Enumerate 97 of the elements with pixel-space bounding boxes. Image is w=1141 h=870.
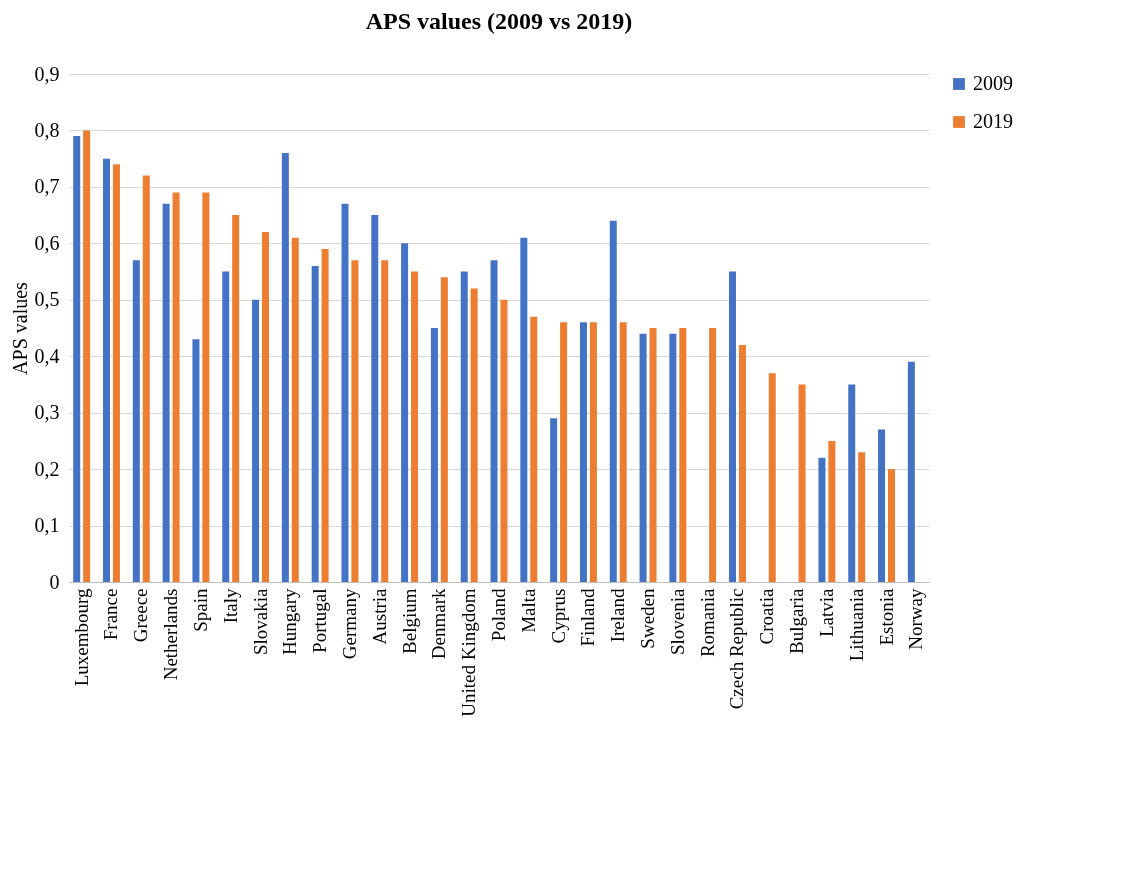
- y-tick-label: 0,8: [34, 118, 60, 141]
- bar: [112, 164, 120, 582]
- bar: [878, 429, 886, 582]
- bar: [848, 384, 856, 582]
- bar: [371, 215, 379, 582]
- x-tick-label: Hungary: [279, 588, 301, 655]
- bar: [321, 248, 329, 582]
- bar: [162, 203, 170, 582]
- x-tick-label: Ireland: [607, 588, 629, 643]
- bar: [311, 265, 319, 582]
- bar: [560, 322, 568, 582]
- x-tick-label: Norway: [905, 588, 927, 650]
- x-tick-label: Czech Republic: [726, 588, 748, 710]
- x-tick-label: Portugal: [309, 588, 331, 653]
- bar: [500, 299, 508, 582]
- bar: [738, 344, 746, 582]
- bar: [490, 260, 498, 582]
- bar: [530, 316, 538, 582]
- y-tick-label: 0,4: [34, 344, 60, 367]
- x-tick-label: Spain: [189, 588, 211, 632]
- bar: [579, 322, 587, 582]
- x-tick-label: Croatia: [756, 587, 778, 645]
- x-tick-label: Denmark: [428, 588, 450, 660]
- bar: [550, 418, 558, 582]
- bar: [202, 192, 210, 582]
- x-tick-label: Latvia: [815, 587, 837, 638]
- bar: [609, 220, 617, 582]
- bar: [639, 333, 647, 582]
- bar: [649, 328, 657, 582]
- bar: [232, 215, 240, 582]
- x-tick-label: Malta: [517, 587, 539, 633]
- y-tick-label: 0,2: [34, 457, 60, 480]
- bar: [132, 260, 140, 582]
- bar: [520, 237, 528, 582]
- bar: [709, 328, 717, 582]
- bar: [907, 361, 915, 582]
- bar: [818, 457, 826, 582]
- bar: [142, 175, 150, 582]
- legend-label: 2009: [973, 72, 1013, 94]
- x-tick-label: Slovakia: [249, 587, 271, 655]
- y-tick-label: 0: [49, 570, 60, 593]
- x-tick-label: Austria: [368, 587, 390, 645]
- bar: [351, 260, 359, 582]
- x-tick-label: Germany: [338, 588, 360, 660]
- y-tick-label: 0,9: [34, 62, 60, 85]
- bar: [83, 130, 91, 582]
- bar: [430, 328, 438, 582]
- x-tick-label: Bulgaria: [786, 587, 808, 654]
- x-tick-label: Greece: [130, 588, 152, 643]
- bar: [172, 192, 180, 582]
- x-tick-label: France: [100, 588, 122, 641]
- x-tick-label: Italy: [219, 588, 241, 624]
- x-tick-label: Estonia: [875, 587, 897, 646]
- bar: [619, 322, 627, 582]
- bar: [381, 260, 389, 582]
- bar: [858, 452, 866, 582]
- bar: [291, 237, 299, 582]
- y-axis-title: APS values: [8, 281, 31, 375]
- y-tick-label: 0,3: [34, 401, 60, 424]
- bar: [729, 271, 737, 582]
- bar: [281, 153, 289, 582]
- chart-title: APS values (2009 vs 2019): [365, 8, 633, 34]
- bar: [103, 158, 111, 582]
- x-tick-label: Luxembourg: [70, 588, 92, 687]
- x-tick-label: Slovenia: [666, 587, 688, 655]
- y-tick-label: 0,6: [34, 231, 60, 254]
- x-tick-label: Netherlands: [160, 588, 182, 681]
- bar: [798, 384, 806, 582]
- x-tick-label: Lithuania: [845, 587, 867, 662]
- legend-label: 2019: [973, 110, 1013, 132]
- x-tick-label: Romania: [696, 587, 718, 658]
- bar: [679, 328, 687, 582]
- bar: [440, 277, 448, 582]
- bar: [192, 339, 200, 582]
- bar: [252, 299, 260, 582]
- bar: [460, 271, 468, 582]
- bar: [341, 203, 349, 582]
- x-tick-label: Belgium: [398, 588, 420, 654]
- bar: [401, 243, 409, 582]
- x-tick-label: United Kingdom: [458, 588, 480, 717]
- bar: [887, 469, 895, 582]
- bar: [589, 322, 597, 582]
- bar: [73, 136, 81, 582]
- bar: [261, 232, 269, 582]
- bar: [768, 373, 776, 582]
- bar: [411, 271, 419, 582]
- x-tick-label: Poland: [488, 588, 509, 642]
- y-tick-label: 0,1: [34, 514, 60, 537]
- x-tick-label: Cyprus: [547, 588, 569, 644]
- bar: [828, 440, 836, 582]
- x-tick-label: Sweden: [637, 588, 659, 649]
- bar: [222, 271, 230, 582]
- y-tick-label: 0,7: [34, 175, 60, 198]
- x-tick-label: Finland: [577, 588, 599, 647]
- bar: [669, 333, 677, 582]
- y-tick-label: 0,5: [34, 288, 60, 311]
- bar: [470, 288, 478, 582]
